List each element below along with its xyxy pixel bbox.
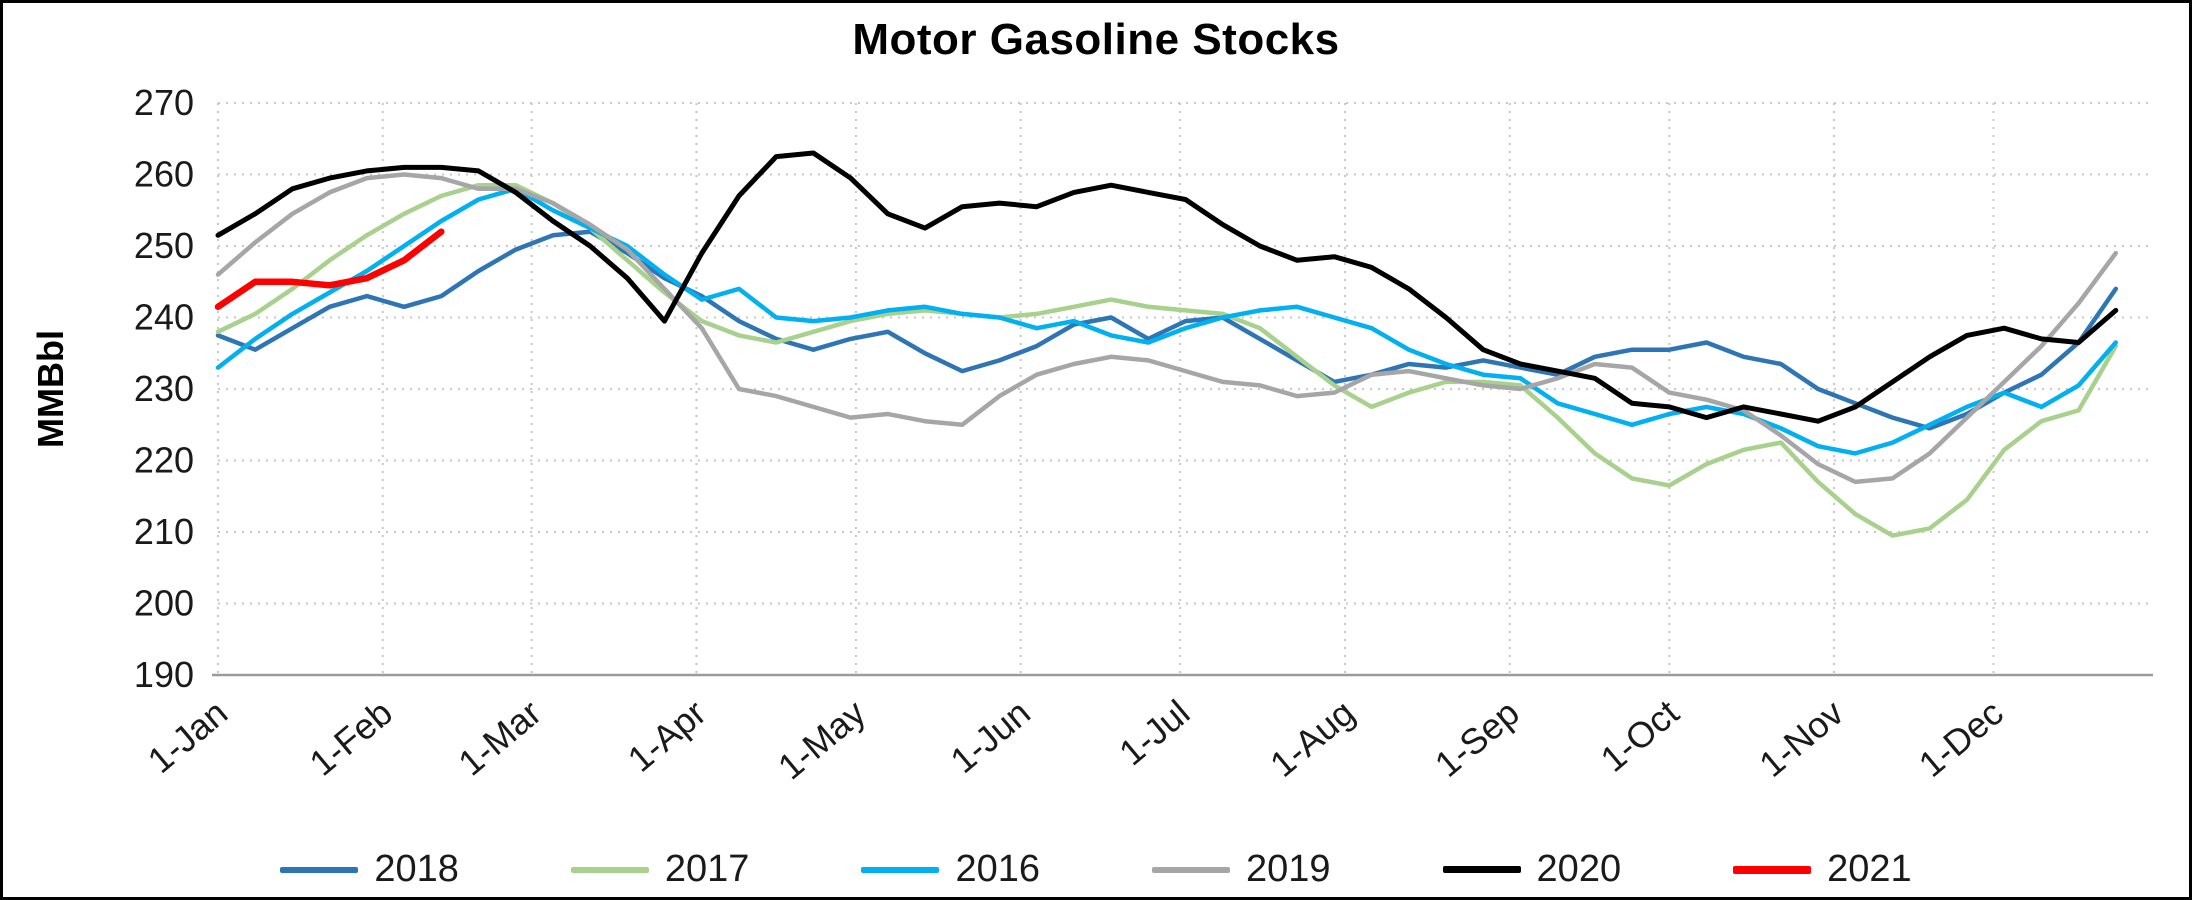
x-tick-label: 1-Jan <box>140 692 235 781</box>
legend-swatch-2017 <box>570 866 649 873</box>
legend-label-2018: 2018 <box>374 848 459 890</box>
legend-label-2017: 2017 <box>664 848 750 890</box>
legend-label-2019: 2019 <box>1246 848 1331 890</box>
plot-area: 190 200 210 220 230 240 250 260 270 1-Jan 1-Feb 1-M… <box>134 82 2153 788</box>
legend-item-2021: 2021 <box>1733 848 1912 891</box>
y-tick-label: 250 <box>134 225 194 266</box>
x-tick-label: 1-Mar <box>450 692 548 784</box>
x-tick-label: 1-Apr <box>620 692 714 780</box>
x-tick-label: 1-May <box>770 692 873 788</box>
legend-item-2020: 2020 <box>1442 848 1622 891</box>
legend: 2018 2017 2016 2019 2020 2021 <box>3 848 2189 891</box>
legend-label-2020: 2020 <box>1536 848 1622 890</box>
legend-label-2016: 2016 <box>955 848 1040 890</box>
y-tick-label: 240 <box>134 297 194 338</box>
series-line-2018 <box>215 229 2119 431</box>
legend-swatch-2019 <box>1152 866 1230 873</box>
x-tick-label: 1-Dec <box>1911 692 2011 785</box>
y-tick-label: 270 <box>134 82 194 123</box>
x-tick-label: 1-Oct <box>1593 692 1687 780</box>
legend-item-2018: 2018 <box>280 848 459 891</box>
y-tick-label: 210 <box>134 511 194 552</box>
legend-item-2016: 2016 <box>861 848 1040 891</box>
x-tick-label: 1-Jun <box>943 692 1038 781</box>
series-line-2021 <box>214 228 445 311</box>
x-tick-label: 1-Nov <box>1751 692 1851 785</box>
legend-label-2021: 2021 <box>1827 848 1912 890</box>
y-tick-label: 190 <box>134 654 194 695</box>
legend-swatch-2020 <box>1442 866 1521 873</box>
legend-swatch-2021 <box>1733 865 1812 874</box>
x-tick-label: 1-Sep <box>1427 692 1527 785</box>
legend-swatch-2016 <box>861 866 940 873</box>
y-tick-label: 220 <box>134 440 194 481</box>
legend-item-2019: 2019 <box>1152 848 1331 891</box>
chart-title: Motor Gasoline Stocks <box>852 15 1340 64</box>
x-tick-label: 1-Feb <box>302 692 400 784</box>
x-tick-label: 1-Jul <box>1111 692 1197 774</box>
y-tick-label: 200 <box>134 583 194 624</box>
legend-swatch-2018 <box>280 866 359 873</box>
y-tick-label: 230 <box>134 368 194 409</box>
x-tick-label: 1-Aug <box>1262 692 1362 785</box>
series-line-2020 <box>215 150 2119 424</box>
series-line-2019 <box>215 172 2119 485</box>
series-line-2016 <box>215 186 2119 456</box>
legend-item-2017: 2017 <box>570 848 750 891</box>
series-line-2017 <box>215 182 2119 538</box>
y-tick-label: 260 <box>134 154 194 195</box>
